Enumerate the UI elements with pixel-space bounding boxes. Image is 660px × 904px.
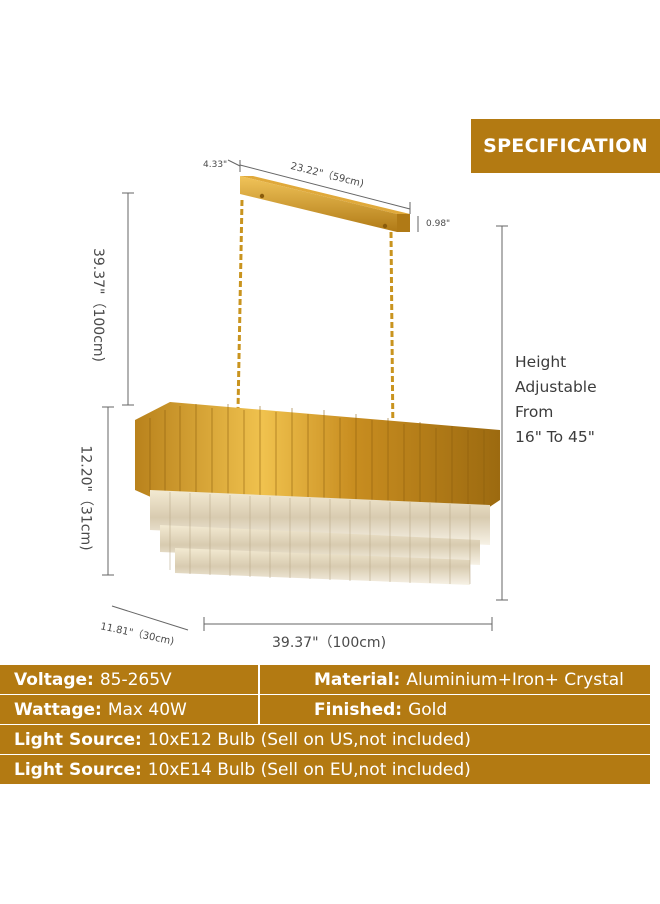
spec-row-wattage-finished: Wattage: Max 40W Finished: Gold xyxy=(0,695,650,724)
spec-row-light-source-eu: Light Source: 10xE14 Bulb (Sell on EU,not… xyxy=(0,755,650,784)
height-adjustable-note: Height Adjustable From 16" To 45" xyxy=(515,353,597,446)
light-source-us-cell: Light Source: 10xE12 Bulb (Sell on US,not… xyxy=(0,725,650,754)
voltage-cell: Voltage: 85-265V xyxy=(0,665,258,694)
light-source-eu-cell: Light Source: 10xE14 Bulb (Sell on EU,not… xyxy=(0,755,650,784)
body-length-label: 39.37"（100cm) xyxy=(272,635,387,651)
material-cell: Material: Aluminium+Iron+ Crystal xyxy=(260,665,650,694)
canopy-depth-label: 4.33" xyxy=(203,160,228,170)
crystal-tiers xyxy=(150,490,490,585)
specification-badge: SPECIFICATION xyxy=(471,119,660,173)
gold-band xyxy=(135,402,500,520)
spec-row-light-source-us: Light Source: 10xE12 Bulb (Sell on US,not… xyxy=(0,725,650,754)
wattage-cell: Wattage: Max 40W xyxy=(0,695,258,724)
body-height-label: 12.20"（31cm) xyxy=(77,445,94,551)
finished-cell: Finished: Gold xyxy=(260,695,650,724)
chandelier-diagram xyxy=(102,159,508,631)
canopy-height-label: 0.98" xyxy=(426,219,451,229)
dimension-lines xyxy=(102,159,508,631)
canopy xyxy=(240,176,410,232)
chain-length-label: 39.37"（100cm) xyxy=(90,247,107,363)
specification-table: Voltage: 85-265V Material: Aluminium+Iron+… xyxy=(0,665,650,785)
chains xyxy=(236,199,395,441)
spec-row-voltage-material: Voltage: 85-265V Material: Aluminium+Iron+… xyxy=(0,665,650,694)
